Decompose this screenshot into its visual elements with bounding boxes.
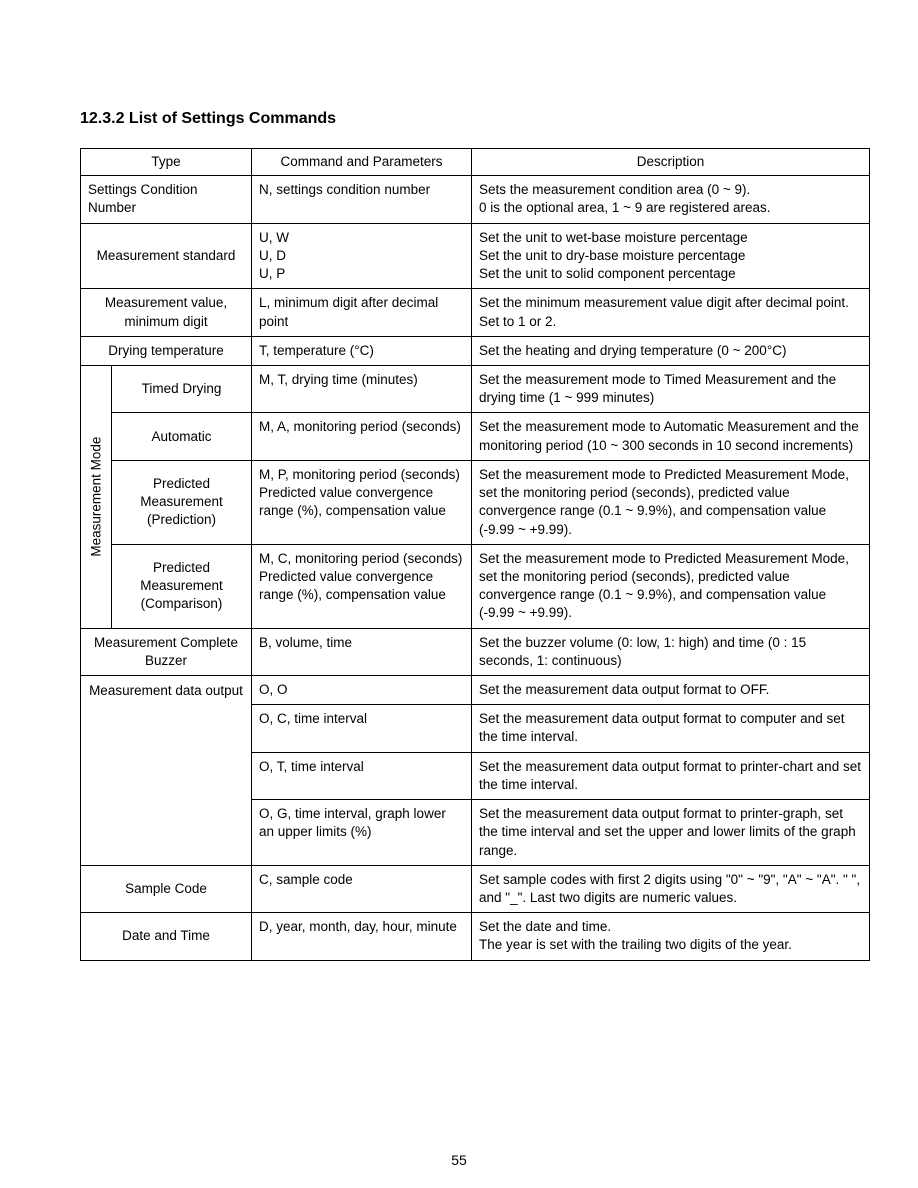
cell-desc: Set sample codes with first 2 digits usi… xyxy=(472,865,870,912)
settings-commands-table: Type Command and Parameters Description … xyxy=(80,148,870,961)
cell-desc: Set the buzzer volume (0: low, 1: high) … xyxy=(472,628,870,675)
cell-cmd: O, C, time interval xyxy=(252,705,472,752)
cell-cmd: O, G, time interval, graph lower an uppe… xyxy=(252,800,472,866)
measurement-mode-label: Measurement Mode xyxy=(81,365,112,628)
document-page: 12.3.2 List of Settings Commands Type Co… xyxy=(0,0,918,1188)
header-command: Command and Parameters xyxy=(252,149,472,176)
cell-type: Measurement data output xyxy=(81,676,252,866)
cell-cmd: B, volume, time xyxy=(252,628,472,675)
cell-desc: Set the measurement data output format t… xyxy=(472,752,870,799)
cell-type: Date and Time xyxy=(81,913,252,960)
table-row: Measurement value, minimum digit L, mini… xyxy=(81,289,870,336)
cell-cmd: M, A, monitoring period (seconds) xyxy=(252,413,472,460)
cell-cmd: M, C, monitoring period (seconds)Predict… xyxy=(252,544,472,628)
table-row: Automatic M, A, monitoring period (secon… xyxy=(81,413,870,460)
cell-desc: Sets the measurement condition area (0 ~… xyxy=(472,176,870,223)
table-row: Settings Condition Number N, settings co… xyxy=(81,176,870,223)
cell-cmd: M, T, drying time (minutes) xyxy=(252,365,472,412)
table-row: Drying temperature T, temperature (°C) S… xyxy=(81,336,870,365)
cell-type: Predicted Measurement (Comparison) xyxy=(112,544,252,628)
cell-cmd: L, minimum digit after decimal point xyxy=(252,289,472,336)
table-row: Measurement Complete Buzzer B, volume, t… xyxy=(81,628,870,675)
cell-type: Measurement value, minimum digit xyxy=(81,289,252,336)
table-row: Predicted Measurement (Comparison) M, C,… xyxy=(81,544,870,628)
table-row: Measurement standard U, WU, DU, P Set th… xyxy=(81,223,870,289)
cell-cmd: D, year, month, day, hour, minute xyxy=(252,913,472,960)
cell-desc: Set the minimum measurement value digit … xyxy=(472,289,870,336)
cell-cmd: N, settings condition number xyxy=(252,176,472,223)
cell-cmd: O, T, time interval xyxy=(252,752,472,799)
cell-desc: Set the measurement mode to Predicted Me… xyxy=(472,544,870,628)
cell-desc: Set the measurement mode to Automatic Me… xyxy=(472,413,870,460)
cell-type: Sample Code xyxy=(81,865,252,912)
cell-type: Predicted Measurement (Prediction) xyxy=(112,460,252,544)
cell-desc: Set the measurement mode to Timed Measur… xyxy=(472,365,870,412)
page-number: 55 xyxy=(0,1152,918,1168)
header-type: Type xyxy=(81,149,252,176)
cell-type: Measurement standard xyxy=(81,223,252,289)
section-heading: 12.3.2 List of Settings Commands xyxy=(80,110,870,128)
cell-desc: Set the heating and drying temperature (… xyxy=(472,336,870,365)
cell-cmd: O, O xyxy=(252,676,472,705)
cell-type: Measurement Complete Buzzer xyxy=(81,628,252,675)
table-row: Date and Time D, year, month, day, hour,… xyxy=(81,913,870,960)
header-description: Description xyxy=(472,149,870,176)
cell-type: Timed Drying xyxy=(112,365,252,412)
cell-desc: Set the unit to wet-base moisture percen… xyxy=(472,223,870,289)
cell-cmd: U, WU, DU, P xyxy=(252,223,472,289)
cell-desc: Set the measurement mode to Predicted Me… xyxy=(472,460,870,544)
cell-desc: Set the date and time.The year is set wi… xyxy=(472,913,870,960)
cell-cmd: C, sample code xyxy=(252,865,472,912)
cell-type: Drying temperature xyxy=(81,336,252,365)
table-row: Sample Code C, sample code Set sample co… xyxy=(81,865,870,912)
cell-type: Automatic xyxy=(112,413,252,460)
cell-desc: Set the measurement data output format t… xyxy=(472,676,870,705)
table-row: Measurement Mode Timed Drying M, T, dryi… xyxy=(81,365,870,412)
cell-cmd: M, P, monitoring period (seconds)Predict… xyxy=(252,460,472,544)
table-header-row: Type Command and Parameters Description xyxy=(81,149,870,176)
cell-desc: Set the measurement data output format t… xyxy=(472,800,870,866)
cell-cmd: T, temperature (°C) xyxy=(252,336,472,365)
cell-desc: Set the measurement data output format t… xyxy=(472,705,870,752)
table-row: Measurement data output O, O Set the mea… xyxy=(81,676,870,705)
table-row: Predicted Measurement (Prediction) M, P,… xyxy=(81,460,870,544)
cell-type: Settings Condition Number xyxy=(81,176,252,223)
